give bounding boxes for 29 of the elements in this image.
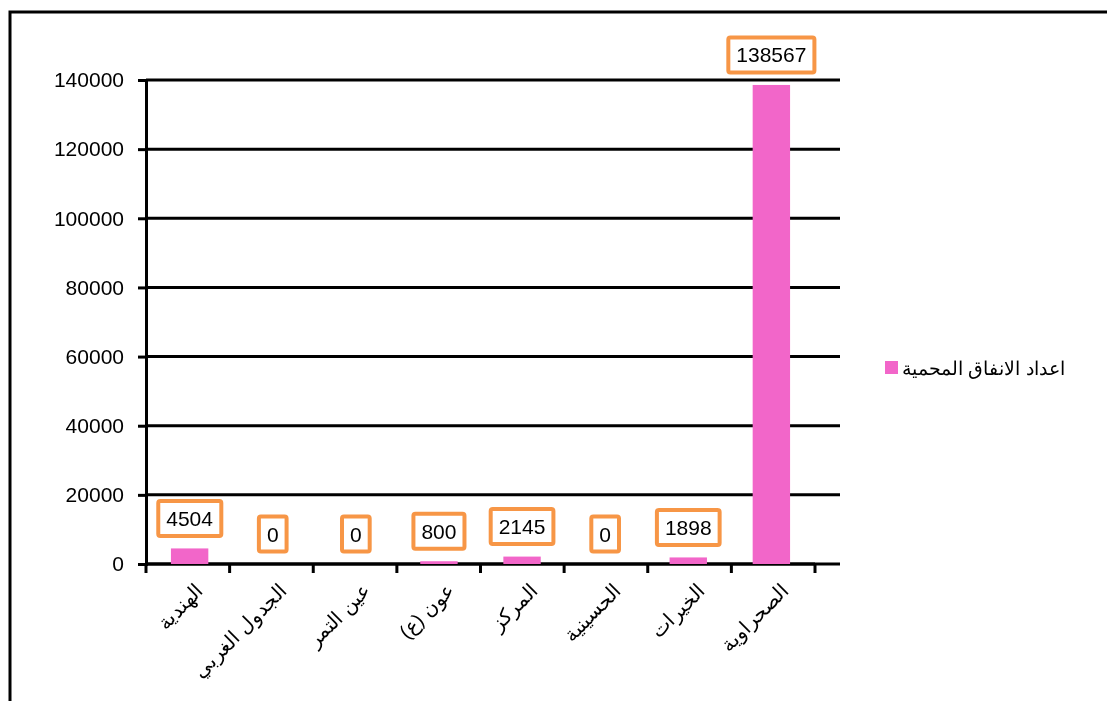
y-tick-label: 0: [112, 552, 124, 576]
data-label: 0: [350, 522, 362, 546]
y-tick-label: 120000: [53, 137, 124, 161]
x-tick-label: المركز: [486, 579, 543, 636]
data-label: 800: [421, 519, 457, 543]
bar: [420, 561, 458, 564]
y-tick-label: 80000: [65, 275, 124, 299]
legend-label: اعداد الانفاق المحمية: [902, 357, 1065, 380]
x-tick-label: الحسينية: [559, 579, 626, 646]
x-tick-label: الخيرات: [646, 579, 710, 643]
x-tick-label: الصحراوية: [716, 579, 794, 657]
y-tick-label: 60000: [65, 344, 124, 368]
data-label: 1898: [664, 515, 712, 539]
y-tick-label: 20000: [65, 483, 124, 507]
bar: [669, 557, 707, 564]
x-tick-label: عون (ع): [394, 579, 459, 644]
bar: [752, 84, 791, 564]
data-label: 138567: [736, 43, 807, 67]
data-label: 4504: [166, 506, 214, 530]
y-tick-label: 140000: [53, 68, 124, 92]
bar: [503, 556, 541, 564]
x-tick-label: الهندية: [152, 579, 209, 635]
data-label: 2145: [498, 515, 546, 539]
bar: [170, 548, 209, 564]
y-tick-label: 40000: [65, 413, 124, 437]
x-tick-label: عين التمر: [302, 579, 376, 653]
data-label: 0: [599, 522, 611, 546]
data-label: 0: [266, 522, 279, 546]
y-tick-label: 100000: [53, 206, 124, 230]
